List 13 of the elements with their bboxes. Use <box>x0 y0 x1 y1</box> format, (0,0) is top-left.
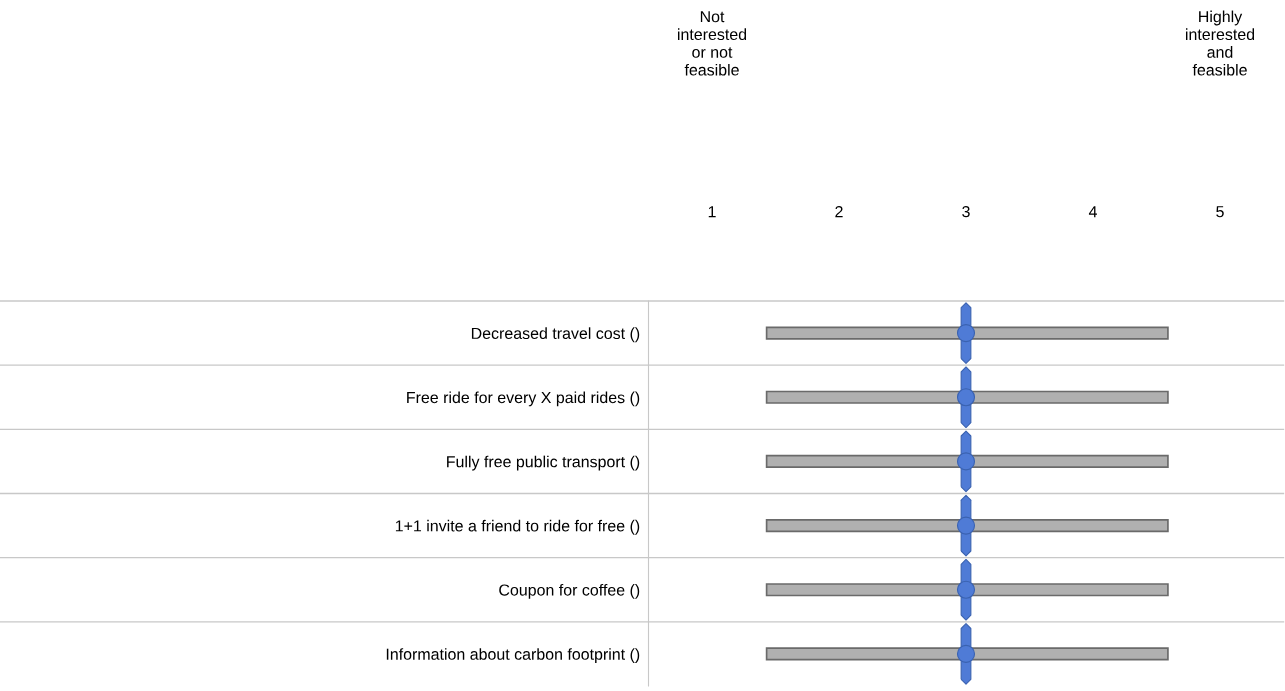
y-tick-label: Information about carbon footprint () <box>386 648 640 664</box>
x-tick-label: 5 <box>1216 206 1224 218</box>
x-tick-label: 3 <box>962 205 970 218</box>
y-tick-label: Decreased travel cost () <box>471 327 640 343</box>
y-tick-label: Free ride for every X paid rides () <box>407 391 640 407</box>
y-tick-label: Coupon for coffee () <box>499 583 640 599</box>
x-tick-label: 4 <box>1088 206 1097 218</box>
y-tick-label: 1+1 invite a friend to ride for free () <box>395 519 640 535</box>
text: Highly interested and feasible <box>1186 10 1255 76</box>
x-tick-label: 1 <box>708 206 716 218</box>
text: Not interested or not feasible <box>678 11 747 76</box>
y-tick-label: Fully free public transport () <box>447 455 640 471</box>
x-tick-label: 2 <box>835 205 843 218</box>
